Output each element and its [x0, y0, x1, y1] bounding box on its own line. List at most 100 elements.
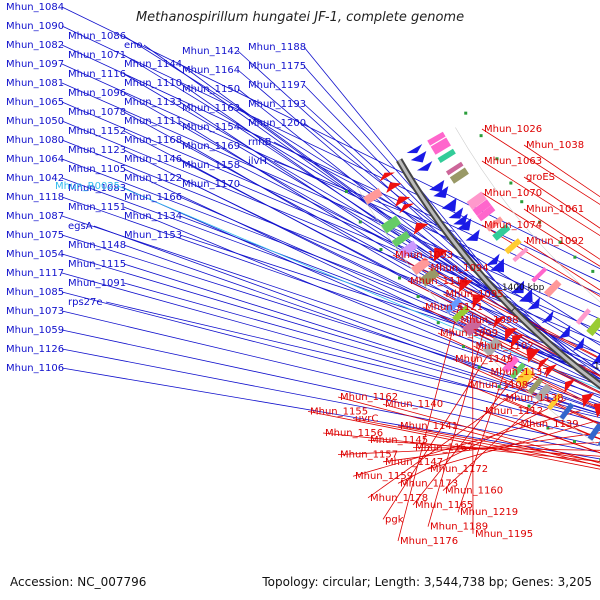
gene-label-reverse: Mhun_1095 — [446, 289, 504, 300]
gc-skew-mark — [479, 134, 483, 138]
reverse-gene-arrow — [504, 327, 518, 341]
gene-label-reverse: Mhun_1140 — [385, 399, 443, 410]
gene-label-forward: Mhun_1151 — [68, 202, 126, 213]
backbone-highlight — [397, 159, 600, 387]
forward-gene-arrow — [441, 198, 457, 212]
reverse-cog-block — [482, 337, 503, 357]
gene-label-reverse: Mhun_1145 — [370, 435, 428, 446]
gc-skew-mark — [495, 157, 499, 161]
gene-label-reverse: Mhun_1149 — [455, 354, 513, 365]
leader-line-reverse — [407, 280, 600, 377]
leader-line-reverse — [382, 403, 600, 464]
gc-skew-mark — [527, 404, 531, 408]
leader-line-forward — [123, 263, 600, 414]
reverse-gene-arrow — [581, 393, 595, 408]
gene-label-forward: Mhun_1169 — [182, 141, 240, 152]
reverse-cog-block — [509, 362, 526, 380]
leader-line-reverse — [352, 410, 581, 477]
forward-cog-block — [492, 224, 511, 241]
reverse-gene-arrow — [379, 172, 395, 182]
forward-gene-arrow — [541, 310, 554, 324]
reverse-cog-block — [410, 256, 431, 276]
gene-label-reverse: Mhun_1219 — [460, 507, 518, 518]
forward-gene-arrow — [433, 186, 449, 199]
leader-line-reverse — [397, 299, 461, 542]
gene-label-reverse: groES — [526, 172, 555, 183]
leader-line-forward — [123, 244, 600, 412]
forward-gene-arrow — [527, 296, 541, 310]
leader-line-reverse — [503, 397, 600, 440]
leader-line-reverse — [467, 384, 600, 440]
forward-cog-block — [543, 279, 562, 298]
gene-label-reverse: Mhun_1038 — [526, 140, 584, 151]
gene-label-forward: Mhun_1110 — [124, 78, 182, 89]
reverse-gene-arrow — [386, 182, 402, 193]
forward-cog-block — [449, 167, 469, 184]
leader-line-reverse — [481, 160, 600, 237]
gene-label-reverse: Mhun_1141 — [400, 421, 458, 432]
gene-label-forward: Mhun_1087 — [6, 211, 64, 222]
gc-skew-mark — [436, 321, 440, 325]
outer-guide-ring — [355, 184, 600, 447]
gene-label-forward: Mhun_1085 — [6, 287, 64, 298]
gene-label-forward: Mhun_1153 — [124, 230, 182, 241]
reverse-cog-block — [419, 267, 440, 287]
map-title: Methanospirillum hungatei JF-1, complete… — [135, 10, 465, 25]
gene-label-reverse: Mhun_1156 — [325, 428, 383, 439]
gene-label-forward: Mhun_1105 — [68, 164, 126, 175]
gene-label-forward: Mhun_1065 — [6, 97, 64, 108]
leader-line-forward — [61, 44, 600, 295]
gc-skew-mark — [538, 220, 542, 224]
gene-label-reverse: Mhun_1093 — [395, 250, 453, 261]
gene-label-forward: Mhun_1078 — [68, 107, 126, 118]
gene-label-reverse: Mhun_1162 — [340, 392, 398, 403]
gene-label-forward: Mhun_1115 — [68, 259, 126, 270]
gene-label-reverse: Mhun_1160 — [445, 486, 503, 497]
feature-tracks — [344, 111, 600, 462]
gene-label-forward: rnhB — [248, 137, 272, 148]
gene-label-reverse: Mhun_1172 — [430, 464, 488, 475]
gc-skew-mark — [416, 295, 420, 299]
gc-skew-mark — [497, 385, 501, 389]
gene-label-reverse: Mhun_1138 — [506, 393, 564, 404]
gene-label-reverse: Mhun_1189 — [430, 522, 488, 533]
gene-label-forward: ilvH — [248, 156, 267, 167]
reverse-cog-block — [391, 230, 411, 248]
leader-line-reverse — [367, 376, 539, 499]
gene-label-forward: Mhun_1126 — [6, 344, 64, 355]
reverse-cog-block — [527, 377, 544, 395]
forward-cog-block — [504, 238, 522, 255]
inner-guide-ring — [455, 127, 600, 303]
reverse-gene-arrow — [413, 222, 429, 235]
genome-backbone — [355, 127, 600, 447]
reverse-gene-arrow — [564, 378, 576, 394]
gene-label-reverse: Mhun_1139 — [521, 419, 579, 430]
leader-line-reverse — [458, 319, 600, 393]
gene-label-reverse: Mhun_1070 — [484, 188, 542, 199]
gene-label-forward: egsA — [68, 221, 93, 232]
gene-label-forward: Mhun_1080 — [6, 135, 64, 146]
gene-label-reverse: Mhun_1147 — [385, 457, 443, 468]
leader-line-forward — [61, 310, 600, 439]
gene-label-forward: Mhun_1090 — [6, 21, 64, 32]
gene-label-forward: eno — [124, 40, 143, 51]
gene-label-reverse: Mhun_1112 — [485, 406, 543, 417]
leader-line-reverse — [457, 352, 512, 513]
gene-label-forward: Mhun_1091 — [68, 278, 126, 289]
leader-line-forward — [179, 158, 600, 383]
gene-label-forward: Mhun_1193 — [248, 99, 306, 110]
leader-line-reverse — [422, 306, 600, 394]
leader-line-forward — [123, 282, 600, 417]
gene-label-forward: Mhun_1050 — [6, 116, 64, 127]
gene-label-forward: Mhun_1158 — [182, 160, 240, 171]
gene-label-reverse: Mhun_1137 — [491, 367, 549, 378]
forward-gene-arrow — [490, 258, 504, 273]
gc-skew-mark — [358, 220, 362, 224]
reverse-cog-block — [546, 393, 562, 411]
leader-line-forward — [179, 215, 596, 375]
gene-label-reverse: pgk — [385, 514, 404, 525]
gene-label-forward: Mhun_1134 — [124, 211, 182, 222]
leader-line-reverse — [437, 332, 600, 410]
gene-label-forward: Mhun_1150 — [182, 84, 240, 95]
